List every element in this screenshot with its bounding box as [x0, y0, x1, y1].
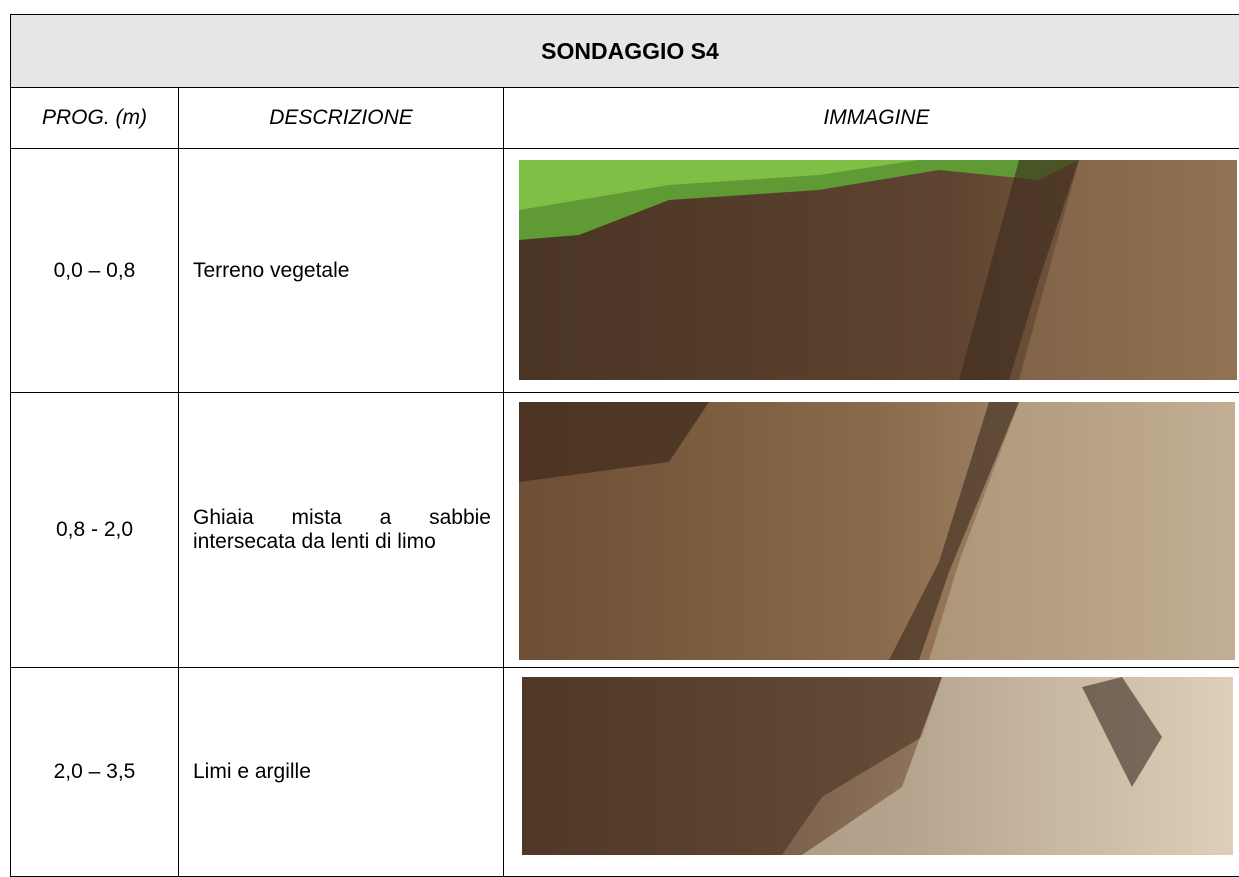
description: Limi e argille	[193, 760, 311, 783]
column-header: PROG. (m)	[10, 87, 179, 149]
depth-cell: 2,0 – 3,5	[10, 667, 179, 877]
table-title: SONDAGGIO S4	[10, 14, 1239, 88]
depth-cell: 0,8 - 2,0	[10, 392, 179, 668]
description-cell: Terreno vegetale	[178, 148, 504, 393]
description: Ghiaia mista a sabbie intersecata da len…	[193, 506, 491, 553]
photo	[522, 677, 1233, 855]
photo	[519, 160, 1237, 380]
page: SONDAGGIO S4 PROG. (m) DESCRIZIONE IMMAG…	[10, 14, 1239, 877]
description-cell: Ghiaia mista a sabbie intersecata da len…	[178, 392, 504, 668]
depth-cell: 0,0 – 0,8	[10, 148, 179, 393]
description-cell: Limi e argille	[178, 667, 504, 877]
photo	[519, 402, 1235, 660]
column-header: IMMAGINE	[503, 87, 1239, 149]
description: Terreno vegetale	[193, 258, 350, 282]
column-header: DESCRIZIONE	[178, 87, 504, 149]
